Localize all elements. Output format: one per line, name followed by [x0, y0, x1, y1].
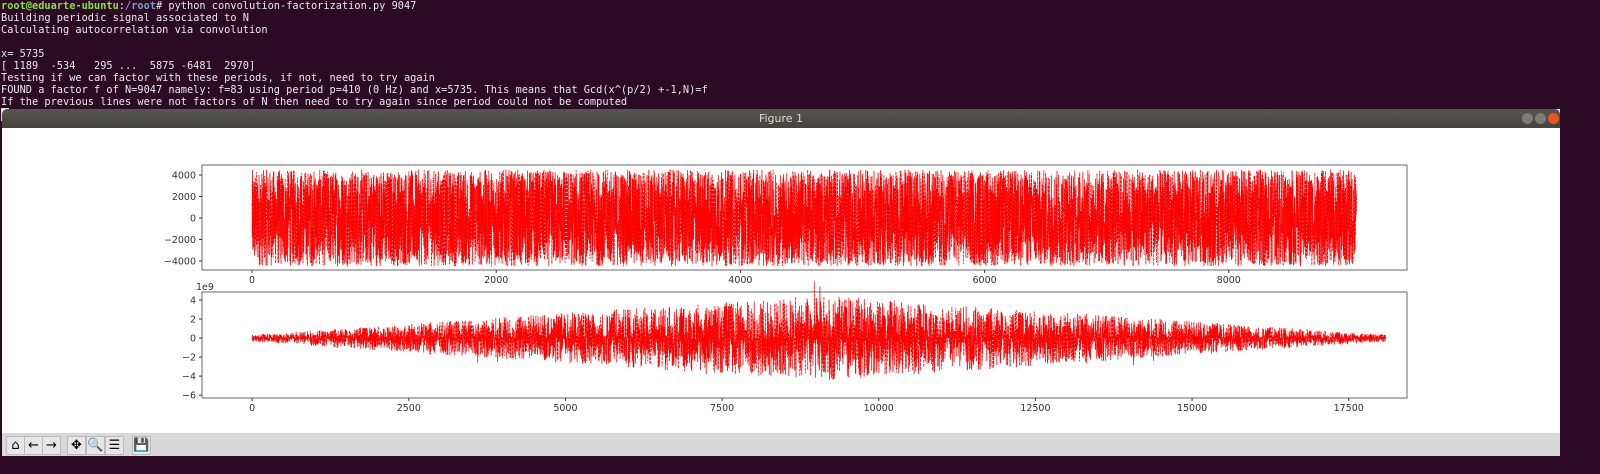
y-tick-label: 4000 [172, 170, 196, 181]
prompt-symbol: # [156, 0, 163, 12]
configure-subplots-button[interactable]: ☰ [105, 436, 124, 455]
figure-window: Figure 1 0 2000 4000 6000 8000 4000 2000 0 −2000… [2, 109, 1560, 456]
subplot-1: 0 2000 4000 6000 8000 4000 2000 0 −2000 −4000 [164, 164, 1408, 286]
terminal-output[interactable]: root@eduarte-ubuntu:/root# python convol… [1, 0, 708, 121]
y-tick-label: 2000 [172, 192, 196, 203]
y-tick-label: −4000 [164, 256, 196, 267]
forward-button[interactable]: → [42, 436, 61, 455]
series-line [251, 281, 1387, 380]
y-tick-label: −2 [182, 353, 196, 364]
forward-icon: → [46, 438, 57, 453]
y-offset-label: 1e9 [196, 282, 214, 293]
terminal-line: Calculating autocorrelation via convolut… [1, 24, 268, 36]
terminal-line: x= 5735 [1, 48, 45, 60]
home-icon: ⌂ [11, 438, 20, 453]
navigation-toolbar: ⌂ ← → ✥ 🔍 ☰ 💾 [2, 433, 1560, 456]
y-tick-label: −2000 [164, 235, 196, 246]
back-icon: ← [28, 438, 39, 453]
y-tick-label: 2 [190, 315, 196, 326]
terminal-line: Building periodic signal associated to N [1, 12, 249, 24]
y-tick-label: 0 [190, 334, 196, 345]
window-title: Figure 1 [758, 112, 804, 125]
y-tick-label: −6 [182, 391, 196, 402]
series-line [251, 169, 1357, 267]
x-tick-label: 2500 [397, 403, 421, 414]
axes-frame [201, 291, 1408, 399]
minimize-button[interactable] [1522, 113, 1533, 124]
terminal-line: FOUND a factor f of N=9047 namely: f=83 … [1, 84, 708, 96]
x-tick-label: 17500 [1334, 403, 1364, 414]
prompt-path: /root [125, 0, 156, 12]
x-tick-label: 10000 [864, 403, 894, 414]
y-tick-label: 4 [190, 295, 196, 306]
x-tick-label: 15000 [1177, 403, 1207, 414]
x-tick-label: 0 [249, 403, 255, 414]
y-tick-label: −4 [182, 372, 196, 383]
zoom-icon: 🔍 [87, 438, 104, 453]
terminal-line: If the previous lines were not factors o… [1, 96, 628, 108]
zoom-button[interactable]: 🔍 [86, 436, 105, 455]
back-button[interactable]: ← [24, 436, 43, 455]
save-button[interactable]: 💾 [132, 436, 151, 455]
terminal-line: [ 1189 -534 295 ... 5875 -6481 2970] [1, 60, 256, 72]
close-button[interactable] [1548, 113, 1559, 124]
x-tick-label: 8000 [1217, 275, 1241, 286]
x-tick-label: 4000 [728, 275, 752, 286]
x-tick-label: 6000 [972, 275, 996, 286]
terminal-line: Testing if we can factor with these peri… [1, 72, 435, 84]
command: python convolution-factorization.py 9047 [162, 0, 417, 12]
save-icon: 💾 [133, 438, 150, 453]
maximize-button[interactable] [1535, 113, 1546, 124]
window-titlebar[interactable]: Figure 1 [2, 109, 1560, 128]
x-tick-label: 5000 [553, 403, 577, 414]
x-tick-label: 2000 [484, 275, 508, 286]
subplot-2: 0 2500 5000 7500 10000 12500 15000 17500 4 2 0 −2 −4… [182, 281, 1408, 414]
figure-canvas[interactable]: 0 2000 4000 6000 8000 4000 2000 0 −2000 −4000 0 250… [2, 128, 1560, 433]
x-tick-label: 0 [249, 275, 255, 286]
home-button[interactable]: ⌂ [6, 436, 25, 455]
y-tick-label: 0 [190, 213, 196, 224]
prompt-user: root@eduarte-ubuntu [1, 0, 119, 12]
pan-icon: ✥ [71, 438, 82, 453]
x-tick-label: 7500 [710, 403, 734, 414]
x-tick-label: 12500 [1020, 403, 1050, 414]
pan-button[interactable]: ✥ [67, 436, 86, 455]
configure-subplots-icon: ☰ [108, 438, 121, 453]
